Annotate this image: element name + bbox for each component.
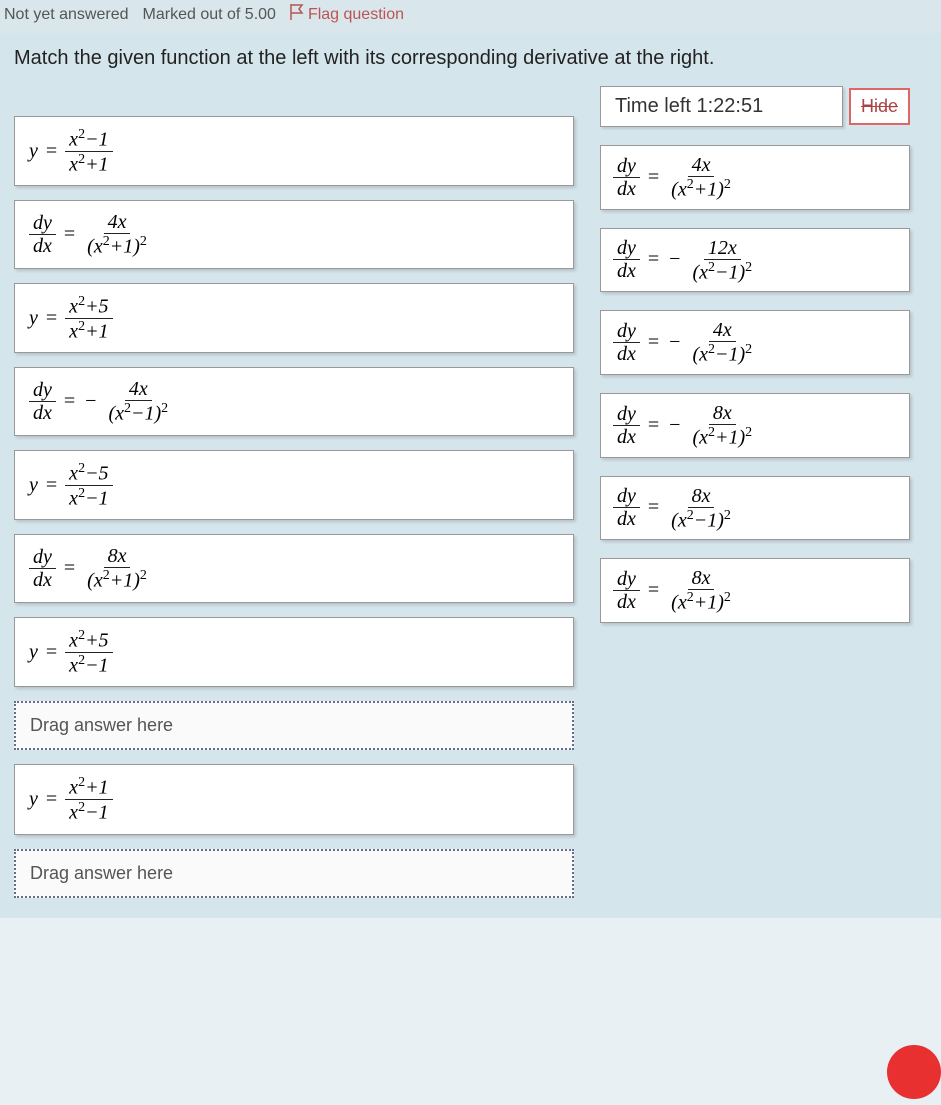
assist-button[interactable] xyxy=(887,1045,941,1099)
question-body: Match the given function at the left wit… xyxy=(0,33,941,918)
derivative-option[interactable]: dydx=8x(x2−1)2 xyxy=(600,476,910,541)
match-columns: y=x2−1x2+1 dydx=4x(x2+1)2 y=x2+5x2+1 dydx=−… xyxy=(14,86,927,898)
timer-value: 1:22:51 xyxy=(697,95,764,117)
flag-icon xyxy=(290,4,304,25)
timer-box: Time left 1:22:51 xyxy=(600,86,843,127)
hide-timer-button[interactable]: Hide xyxy=(849,88,910,125)
derivative-option[interactable]: dydx=−8x(x2+1)2 xyxy=(600,393,910,458)
question-text: Match the given function at the left wit… xyxy=(14,43,927,86)
function-card: y=x2+1x2−1 xyxy=(14,764,574,834)
timer-row: Time left 1:22:51 Hide xyxy=(600,86,910,127)
right-column: Time left 1:22:51 Hide dydx=4x(x2+1)2 dyd… xyxy=(600,86,910,623)
flag-question-link[interactable]: Flag question xyxy=(290,4,404,25)
left-column: y=x2−1x2+1 dydx=4x(x2+1)2 y=x2+5x2+1 dydx=−… xyxy=(14,86,574,898)
function-card: y=x2+5x2+1 xyxy=(14,283,574,353)
answer-card[interactable]: dydx=4x(x2+1)2 xyxy=(14,200,574,269)
answer-card[interactable]: dydx=8x(x2+1)2 xyxy=(14,534,574,603)
timer-label: Time left xyxy=(615,95,691,117)
drop-zone[interactable]: Drag answer here xyxy=(14,849,574,898)
derivative-option[interactable]: dydx=4x(x2+1)2 xyxy=(600,145,910,210)
function-card: y=x2+5x2−1 xyxy=(14,617,574,687)
drop-zone[interactable]: Drag answer here xyxy=(14,701,574,750)
function-card: y=x2−5x2−1 xyxy=(14,450,574,520)
answer-status: Not yet answered xyxy=(4,6,129,24)
flag-label: Flag question xyxy=(308,6,404,24)
function-card: y=x2−1x2+1 xyxy=(14,116,574,186)
marks-label: Marked out of 5.00 xyxy=(143,6,276,24)
derivative-option[interactable]: dydx=8x(x2+1)2 xyxy=(600,558,910,623)
derivative-option[interactable]: dydx=−4x(x2−1)2 xyxy=(600,310,910,375)
question-meta-bar: Not yet answered Marked out of 5.00 Flag… xyxy=(0,0,941,33)
derivative-option[interactable]: dydx=−12x(x2−1)2 xyxy=(600,228,910,293)
answer-card[interactable]: dydx=−4x(x2−1)2 xyxy=(14,367,574,436)
